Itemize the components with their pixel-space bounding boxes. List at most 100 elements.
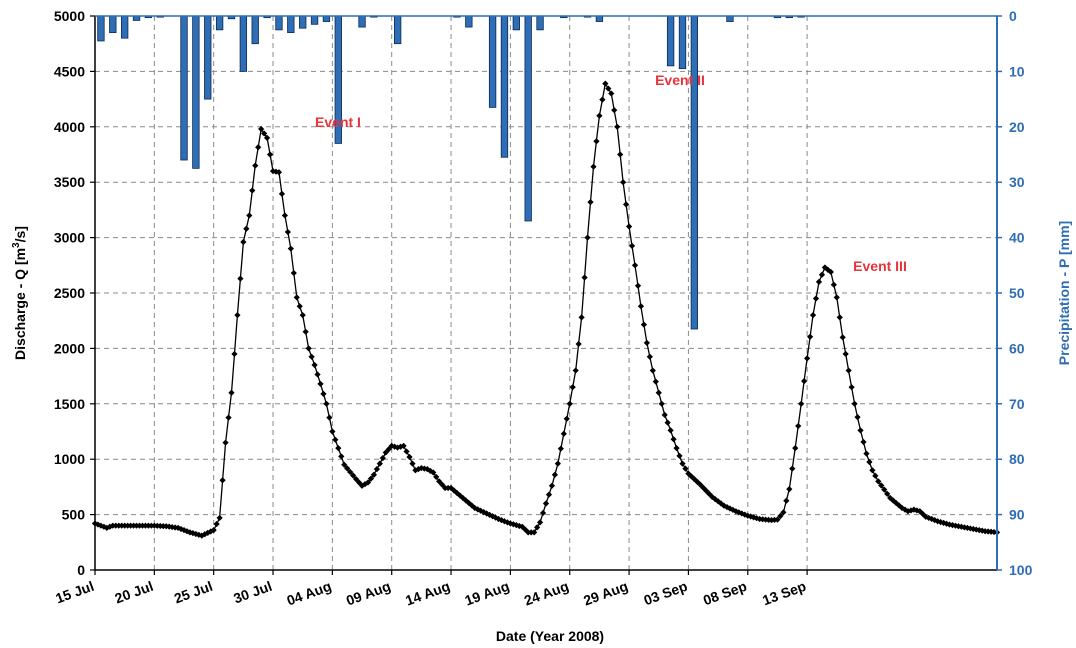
discharge-point bbox=[780, 509, 787, 516]
discharge-point bbox=[347, 468, 354, 476]
discharge-point bbox=[542, 500, 550, 507]
discharge-point bbox=[667, 427, 674, 434]
precipitation-bar bbox=[393, 15, 402, 45]
left-axis-title-end: /s] bbox=[12, 226, 28, 242]
discharge-point bbox=[278, 190, 286, 197]
discharge-point bbox=[620, 179, 627, 186]
discharge-point bbox=[658, 400, 665, 407]
precipitation-bar bbox=[299, 15, 307, 29]
discharge-point bbox=[403, 448, 410, 455]
precipitation-bar bbox=[215, 15, 224, 31]
discharge-point bbox=[551, 471, 559, 478]
discharge-point bbox=[623, 201, 630, 208]
discharge-point bbox=[593, 138, 600, 145]
discharge-point bbox=[281, 212, 289, 219]
discharge-point bbox=[240, 238, 247, 246]
discharge-point bbox=[798, 400, 805, 407]
discharge-point bbox=[845, 367, 852, 374]
discharge-point bbox=[216, 514, 223, 522]
discharge-point bbox=[314, 371, 321, 378]
discharge-point bbox=[640, 321, 648, 328]
discharge-point bbox=[560, 430, 567, 437]
discharge-point bbox=[234, 312, 241, 319]
discharge-point bbox=[263, 134, 271, 141]
discharge-point bbox=[637, 303, 645, 310]
discharge-point bbox=[237, 275, 244, 282]
discharge-point bbox=[536, 519, 544, 526]
precipitation-bar bbox=[322, 15, 331, 22]
left-tick-label: 4500 bbox=[54, 63, 85, 79]
right-tick-label: 30 bbox=[1009, 174, 1025, 190]
discharge-point bbox=[682, 465, 689, 472]
precipitation-bar bbox=[358, 15, 366, 28]
discharge-point bbox=[406, 453, 413, 461]
discharge-point bbox=[875, 478, 882, 485]
x-tick-label: 19 Aug bbox=[463, 578, 512, 609]
left-axis-title-main: Discharge - Q [m bbox=[12, 248, 28, 360]
discharge-point bbox=[400, 442, 407, 450]
discharge-point bbox=[252, 162, 259, 169]
precipitation-bar bbox=[109, 15, 117, 34]
x-axis-ticks: 15 Jul 20 Jul 25 Jul 30 Jul 04 Aug 09 Aug 14 A… bbox=[53, 570, 808, 609]
precipitation-bar bbox=[180, 15, 188, 161]
discharge-point bbox=[572, 367, 579, 374]
discharge-point bbox=[350, 472, 357, 479]
discharge-point bbox=[777, 512, 784, 520]
precipitation-bar bbox=[500, 15, 509, 158]
discharge-point bbox=[812, 295, 820, 302]
discharge-point bbox=[848, 384, 855, 391]
discharge-point bbox=[596, 112, 603, 119]
discharge-point bbox=[332, 436, 339, 443]
precipitation-bar bbox=[310, 15, 319, 25]
discharge-point bbox=[634, 282, 642, 289]
discharge-point bbox=[433, 473, 440, 481]
discharge-point bbox=[563, 415, 570, 422]
discharge-point bbox=[311, 361, 318, 369]
left-tick-label: 500 bbox=[62, 507, 86, 523]
discharge-point bbox=[338, 453, 345, 460]
x-tick-label: 15 Jul bbox=[53, 578, 96, 607]
discharge-point bbox=[646, 353, 653, 360]
left-tick-label: 0 bbox=[77, 562, 85, 578]
x-tick-label: 14 Aug bbox=[403, 578, 452, 609]
discharge-point bbox=[299, 312, 306, 319]
discharge-point bbox=[296, 303, 303, 310]
right-tick-label: 60 bbox=[1009, 340, 1025, 356]
discharge-point bbox=[602, 80, 609, 87]
discharge-point bbox=[548, 482, 556, 489]
discharge-point bbox=[219, 477, 226, 484]
precipitation-bar bbox=[536, 15, 544, 31]
right-tick-label: 40 bbox=[1009, 230, 1025, 246]
discharge-point bbox=[673, 445, 680, 452]
left-axis-ticks: 0 500 1000 1500 2000 2500 3000 3500 4000 4500 5000 bbox=[54, 8, 95, 578]
precipitation-bars bbox=[97, 15, 805, 330]
discharge-point bbox=[786, 486, 793, 493]
discharge-point bbox=[605, 85, 612, 92]
discharge-line bbox=[94, 81, 998, 537]
discharge-point bbox=[430, 469, 437, 476]
discharge-point bbox=[836, 314, 843, 321]
right-tick-label: 70 bbox=[1009, 396, 1025, 412]
x-tick-label: 13 Sep bbox=[760, 578, 808, 608]
discharge-point bbox=[255, 144, 262, 151]
discharge-point bbox=[545, 491, 553, 498]
discharge-point bbox=[341, 461, 348, 468]
discharge-point bbox=[385, 446, 392, 453]
discharge-point bbox=[649, 367, 656, 374]
discharge-point bbox=[842, 350, 849, 358]
discharge-point bbox=[409, 460, 416, 467]
precipitation-bar bbox=[512, 15, 520, 31]
precipitation-bar bbox=[251, 15, 259, 45]
discharge-point bbox=[569, 384, 576, 391]
discharge-point bbox=[225, 414, 232, 421]
discharge-point bbox=[367, 475, 375, 482]
discharge-point bbox=[851, 400, 858, 407]
discharge-point bbox=[581, 274, 588, 281]
precipitation-bar bbox=[275, 15, 283, 31]
discharge-point bbox=[789, 465, 796, 472]
left-axis-title-sup: 3 bbox=[11, 242, 22, 248]
discharge-point bbox=[652, 378, 659, 385]
discharge-point bbox=[801, 377, 808, 385]
right-tick-label: 0 bbox=[1009, 8, 1017, 24]
event-label: Event II bbox=[655, 72, 705, 88]
